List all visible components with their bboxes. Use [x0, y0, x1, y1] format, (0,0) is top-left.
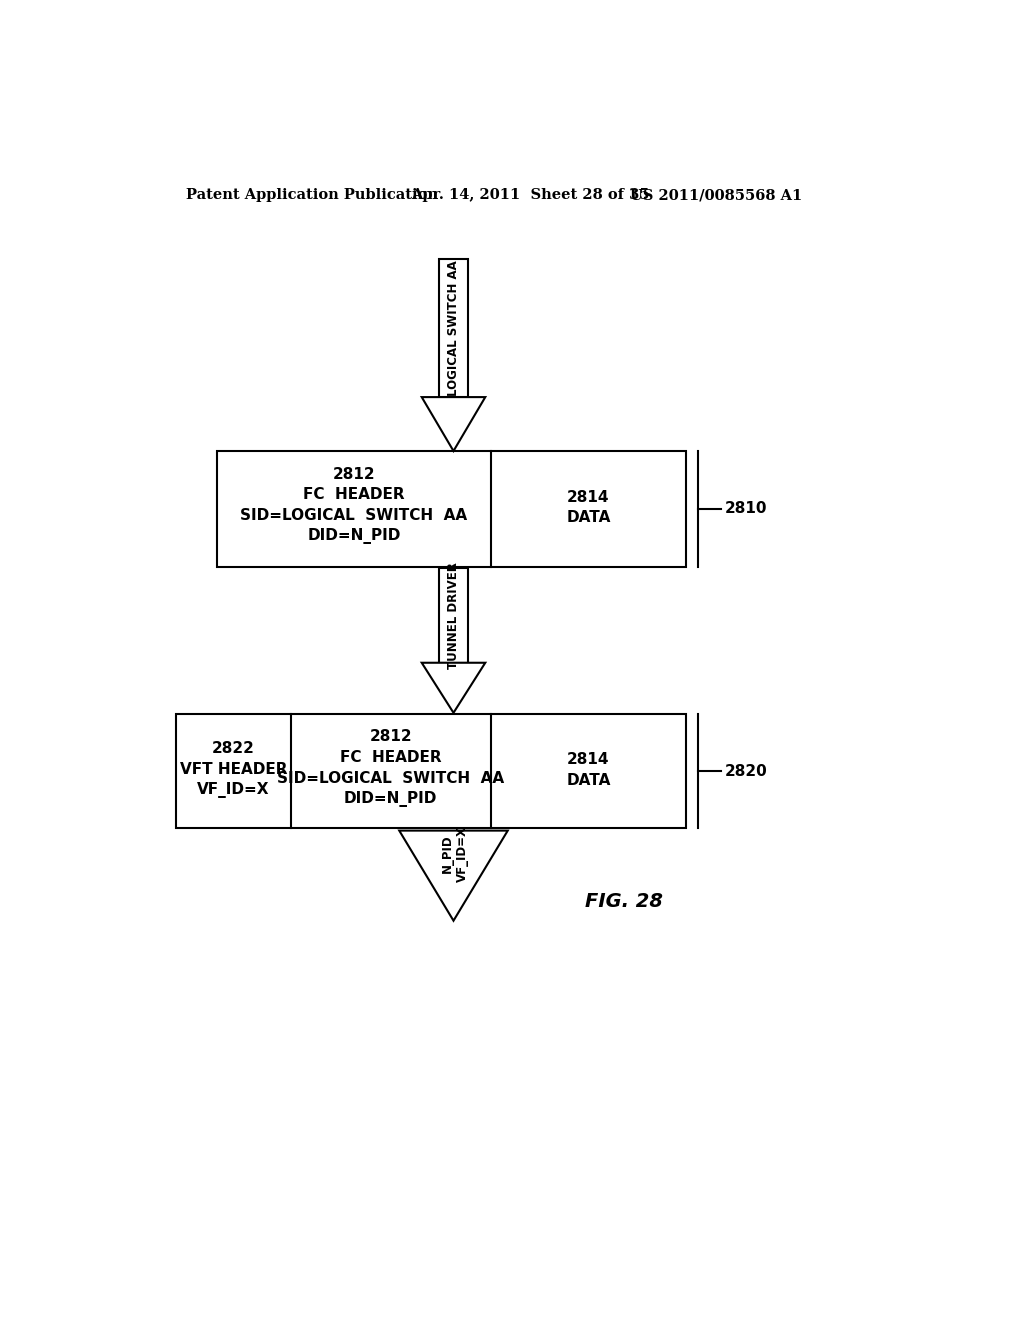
Text: FC  HEADER: FC HEADER — [303, 487, 404, 503]
Text: 2810: 2810 — [725, 502, 767, 516]
Text: TUNNEL DRIVER: TUNNEL DRIVER — [447, 562, 460, 669]
Bar — [438, 259, 468, 397]
Text: DID=N_PID: DID=N_PID — [307, 528, 400, 544]
Text: 2814: 2814 — [567, 752, 609, 767]
Text: VF_ID=X: VF_ID=X — [198, 781, 269, 797]
Text: VF_ID=X: VF_ID=X — [457, 826, 469, 882]
Polygon shape — [422, 397, 485, 451]
Text: FC  HEADER: FC HEADER — [340, 750, 441, 766]
Text: VFT HEADER: VFT HEADER — [179, 762, 287, 776]
Text: N_PID: N_PID — [440, 834, 454, 873]
Text: Patent Application Publication: Patent Application Publication — [186, 189, 438, 202]
Text: 2820: 2820 — [725, 764, 768, 779]
Text: Apr. 14, 2011  Sheet 28 of 35: Apr. 14, 2011 Sheet 28 of 35 — [411, 189, 649, 202]
Text: DATA: DATA — [566, 511, 610, 525]
Bar — [217, 451, 686, 566]
Text: DATA: DATA — [566, 774, 610, 788]
Text: SID=LOGICAL  SWITCH  AA: SID=LOGICAL SWITCH AA — [241, 508, 468, 523]
Text: SID=LOGICAL  SWITCH  AA: SID=LOGICAL SWITCH AA — [278, 771, 504, 785]
Bar — [438, 568, 468, 663]
Text: 2822: 2822 — [212, 741, 255, 756]
Polygon shape — [422, 663, 485, 713]
Text: LOGICAL SWITCH AA: LOGICAL SWITCH AA — [447, 260, 460, 396]
Text: 2812: 2812 — [333, 466, 375, 482]
Text: DID=N_PID: DID=N_PID — [344, 791, 437, 807]
Text: 2812: 2812 — [370, 729, 412, 744]
Bar — [176, 714, 686, 829]
Polygon shape — [399, 830, 508, 921]
Text: US 2011/0085568 A1: US 2011/0085568 A1 — [630, 189, 803, 202]
Text: 2814: 2814 — [567, 490, 609, 504]
Text: FIG. 28: FIG. 28 — [586, 892, 664, 911]
